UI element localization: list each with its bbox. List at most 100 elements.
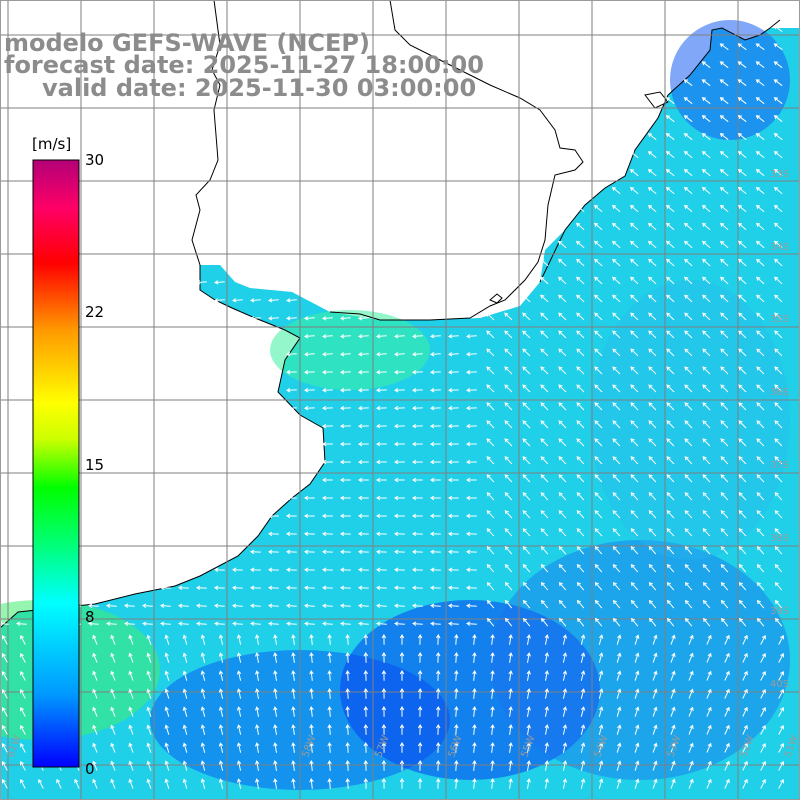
wind-arrow <box>540 510 549 519</box>
wind-arrow <box>526 634 531 645</box>
wind-arrow <box>304 513 315 519</box>
wind-arrow <box>594 258 603 267</box>
wind-arrow <box>435 688 441 699</box>
wind-arrow <box>612 330 621 339</box>
colorbar-tick-0: 0 <box>85 760 95 778</box>
wind-arrow <box>666 456 675 465</box>
wind-arrow <box>376 459 387 465</box>
wind-arrow <box>88 603 99 609</box>
wind-arrow <box>504 581 513 591</box>
wind-arrow <box>576 510 585 519</box>
wind-arrow <box>540 528 549 537</box>
wind-arrow <box>720 366 729 375</box>
wind-arrow <box>304 531 315 537</box>
wind-arrow <box>724 742 730 753</box>
wind-arrow <box>755 186 765 195</box>
wind-arrow <box>522 563 531 573</box>
wind-arrow <box>128 688 134 699</box>
wind-arrow <box>665 168 675 177</box>
wind-arrow <box>648 456 657 465</box>
wind-arrow <box>273 778 278 789</box>
wind-arrow <box>756 528 765 537</box>
wind-arrow <box>322 459 333 465</box>
wind-arrow <box>526 688 531 699</box>
wind-arrow <box>218 706 224 717</box>
wind-arrow <box>629 204 639 213</box>
wind-arrow <box>522 617 531 627</box>
wind-arrow <box>454 652 459 663</box>
wind-arrow <box>562 670 568 681</box>
wind-arrow <box>616 760 622 771</box>
wind-arrow <box>558 474 567 483</box>
wind-arrow <box>255 670 260 681</box>
wind-arrow <box>358 495 369 501</box>
wind-arrow <box>774 366 783 375</box>
wind-arrow <box>629 186 639 195</box>
wind-arrow <box>304 316 315 321</box>
wind-arrow <box>562 688 568 699</box>
wind-arrow <box>666 384 675 393</box>
wind-arrow <box>16 621 27 626</box>
wind-arrow <box>340 351 351 357</box>
wind-arrow <box>540 545 549 555</box>
wind-arrow <box>291 652 296 663</box>
wind-arrow <box>666 420 675 429</box>
wind-arrow <box>630 312 639 321</box>
wind-arrow <box>684 276 693 285</box>
wind-arrow <box>250 567 261 573</box>
wind-arrow <box>724 652 730 663</box>
wind-arrow <box>182 760 188 771</box>
wind-arrow <box>435 724 441 735</box>
wind-arrow <box>128 652 134 663</box>
wind-arrow <box>701 79 711 87</box>
wind-arrow <box>92 742 98 753</box>
wind-arrow <box>164 706 170 717</box>
wind-arrow <box>124 621 135 626</box>
wind-arrow <box>702 366 711 375</box>
wind-arrow <box>322 621 333 626</box>
wind-arrow <box>720 384 729 393</box>
wind-arrow <box>738 617 747 627</box>
wind-arrow <box>466 459 477 465</box>
wind-arrow <box>562 742 568 753</box>
wind-arrow <box>594 276 603 285</box>
wind-arrow <box>178 585 189 591</box>
wind-arrow <box>598 724 604 735</box>
wind-arrow <box>648 348 657 357</box>
wind-arrow <box>110 742 116 753</box>
wind-arrow <box>652 634 658 645</box>
wind-arrow <box>20 778 26 789</box>
wind-arrow <box>774 510 783 519</box>
wind-arrow <box>110 760 116 771</box>
wind-arrow <box>576 617 585 627</box>
wind-arrow <box>182 670 188 681</box>
wind-arrow <box>702 276 711 285</box>
wind-arrow <box>684 366 693 375</box>
map-header: modelo GEFS-WAVE (NCEP) forecast date: 2… <box>4 29 484 102</box>
wind-arrow <box>236 634 242 645</box>
wind-arrow <box>576 312 585 321</box>
wind-arrow <box>719 43 729 51</box>
wind-arrow <box>742 670 748 681</box>
wind-arrow <box>363 706 369 717</box>
wind-arrow <box>652 724 658 735</box>
wind-arrow <box>394 387 405 393</box>
wind-arrow <box>363 670 369 681</box>
wind-arrow <box>200 634 206 645</box>
wind-arrow <box>666 510 675 519</box>
wind-arrow <box>701 240 711 249</box>
wind-arrow <box>706 670 712 681</box>
wind-arrow <box>630 528 639 537</box>
wind-arrow <box>286 531 297 537</box>
wind-arrow <box>774 384 783 393</box>
wind-arrow <box>773 222 783 231</box>
wind-arrow <box>526 724 531 735</box>
wind-arrow <box>738 474 747 483</box>
wind-arrow <box>490 742 495 753</box>
wind-arrow <box>358 567 369 573</box>
wind-arrow <box>720 510 729 519</box>
wind-arrow <box>580 652 586 663</box>
wind-arrow <box>376 387 387 393</box>
wind-arrow <box>164 634 170 645</box>
